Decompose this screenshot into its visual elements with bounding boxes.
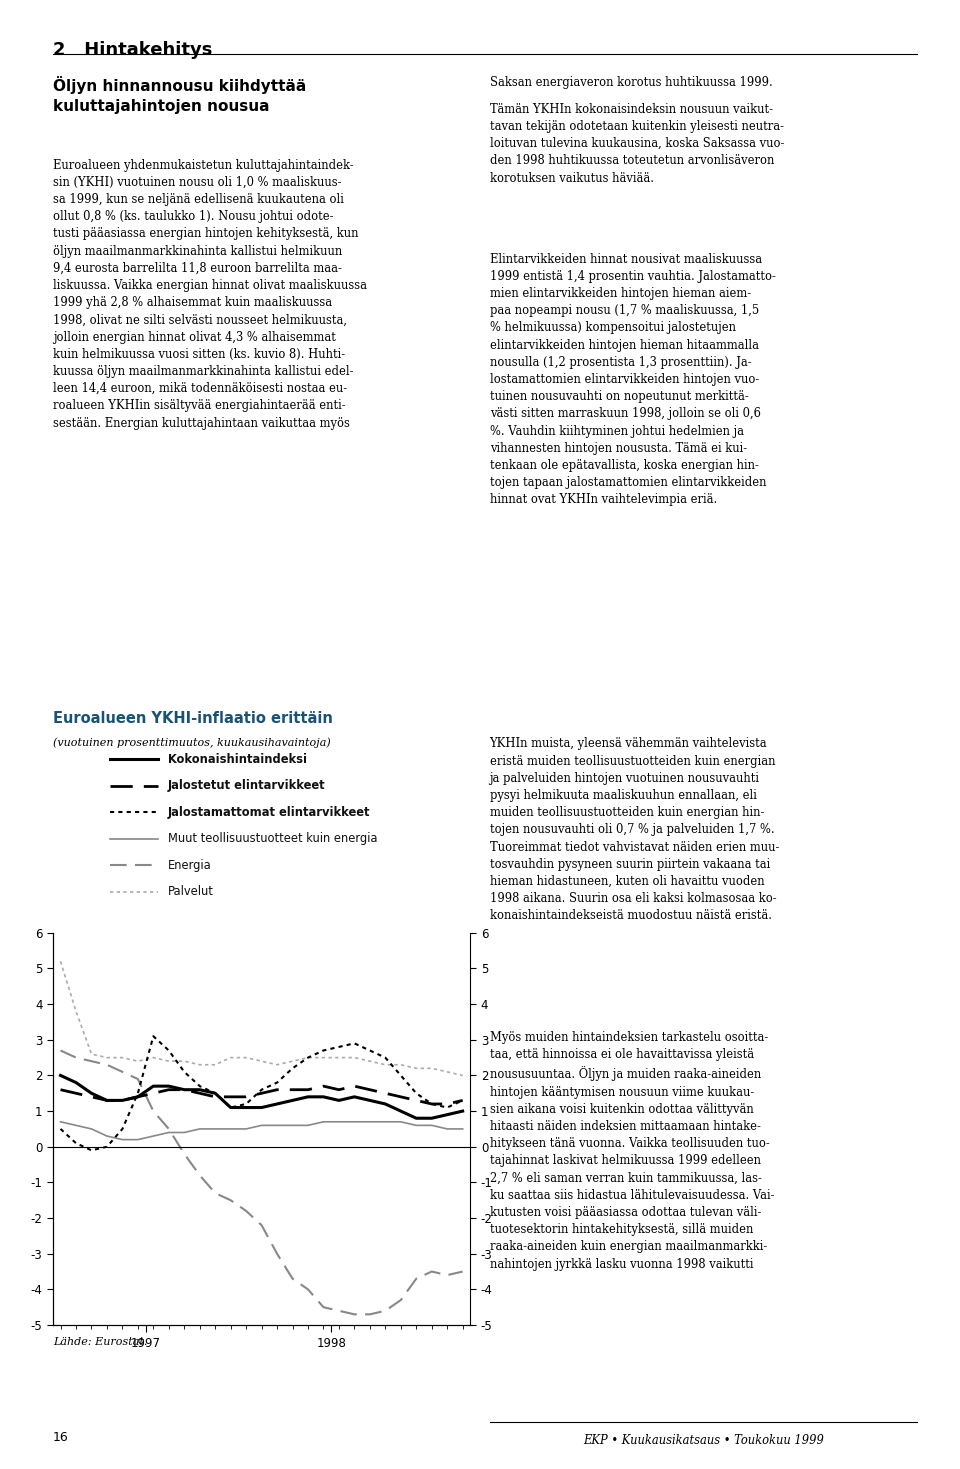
Text: Lähde: Eurostat.: Lähde: Eurostat. <box>53 1337 147 1347</box>
Text: Tämän YKHIn kokonaisindeksin nousuun vaikut-
tavan tekijän odotetaan kuitenkin y: Tämän YKHIn kokonaisindeksin nousuun vai… <box>490 103 784 185</box>
Text: Euroalueen yhdenmukaistetun kuluttajahintaindek-
sin (YKHI) vuotuinen nousu oli : Euroalueen yhdenmukaistetun kuluttajahin… <box>53 159 367 429</box>
Text: Muut teollisuustuotteet kuin energia: Muut teollisuustuotteet kuin energia <box>168 833 377 845</box>
Text: Myös muiden hintaindeksien tarkastelu osoitta-
taa, että hinnoissa ei ole havait: Myös muiden hintaindeksien tarkastelu os… <box>490 1031 774 1271</box>
Text: Kuvio 8.: Kuvio 8. <box>58 683 119 695</box>
Text: Kokonaishintaindeksi: Kokonaishintaindeksi <box>168 754 307 765</box>
Text: 16: 16 <box>53 1431 68 1444</box>
Text: YKHIn muista, yleensä vähemmän vaihtelevista
eristä muiden teollisuustuotteiden : YKHIn muista, yleensä vähemmän vaihtelev… <box>490 737 779 923</box>
Text: Öljyn hinnannousu kiihdyttää
kuluttajahintojen nousua: Öljyn hinnannousu kiihdyttää kuluttajahi… <box>53 76 306 113</box>
Text: EKP • Kuukausikatsaus • Toukokuu 1999: EKP • Kuukausikatsaus • Toukokuu 1999 <box>583 1434 824 1447</box>
Text: Jalostetut elintarvikkeet: Jalostetut elintarvikkeet <box>168 780 325 792</box>
Text: Elintarvikkeiden hinnat nousivat maaliskuussa
1999 entistä 1,4 prosentin vauhtia: Elintarvikkeiden hinnat nousivat maalisk… <box>490 253 776 507</box>
Text: Jalostamattomat elintarvikkeet: Jalostamattomat elintarvikkeet <box>168 806 371 818</box>
Text: Euroalueen YKHI-inflaatio erittäin: Euroalueen YKHI-inflaatio erittäin <box>53 711 333 726</box>
Text: 2   Hintakehitys: 2 Hintakehitys <box>53 41 212 59</box>
Text: Energia: Energia <box>168 859 212 871</box>
Text: (vuotuinen prosenttimuutos, kuukausihavaintoja): (vuotuinen prosenttimuutos, kuukausihava… <box>53 737 330 748</box>
Text: Saksan energiaveron korotus huhtikuussa 1999.: Saksan energiaveron korotus huhtikuussa … <box>490 76 773 90</box>
Text: Palvelut: Palvelut <box>168 886 214 898</box>
